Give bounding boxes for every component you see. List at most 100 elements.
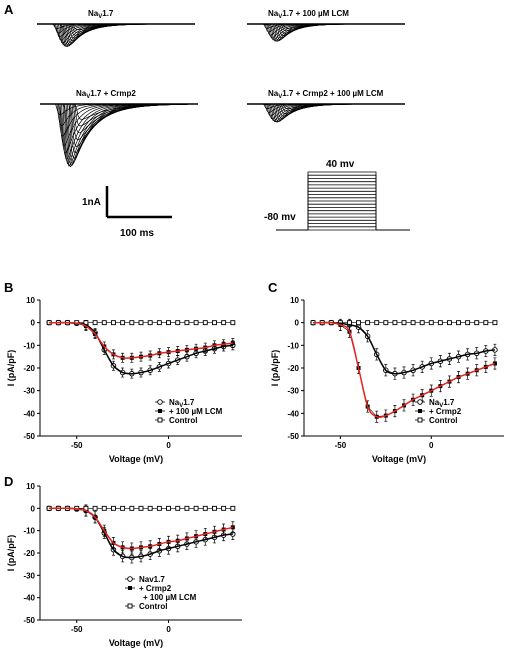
fit-curve [49,321,233,359]
y-tick-label: -30 [23,387,35,396]
panel-letter-b: B [4,280,13,295]
data-point-open-square [92,320,98,326]
current-trace [45,23,185,47]
x-tick-label: 0 [166,625,171,634]
y-tick-label: -10 [23,341,35,350]
y-tick-label: 0 [31,504,36,513]
data-point-open-square [175,320,181,326]
panel-letter-a: A [4,2,14,17]
data-point-open-square [437,320,443,326]
y-axis-label: I (pA/pF) [6,350,16,387]
protocol-step [307,174,377,230]
protocol-step [307,181,377,230]
fit-curve [313,321,495,375]
data-point-open-square [92,505,98,511]
data-point-open-square [193,320,199,326]
data-point-open-square [184,320,190,326]
data-point-open-square [230,320,236,326]
data-point-open-square [202,505,208,511]
data-point-open-square [166,505,171,511]
protocol-top-label: 40 mv [326,159,355,170]
legend-label-continued: + 100 µM LCM [143,593,197,602]
y-tick-label: -40 [23,409,35,418]
legend-label: Control [139,602,167,611]
data-point-open-square [138,505,144,511]
data-point-open-square [392,320,398,326]
y-tick-label: -20 [23,549,35,558]
data-point-open-square [147,320,153,326]
data-point-open-square [365,320,371,326]
y-tick-label: -10 [23,527,35,536]
current-traces-nav17-crmp2-lcm [247,103,405,123]
data-point-open-square [212,320,217,326]
series-nav1-7 [310,318,498,380]
data-point-open-square [428,320,434,326]
y-axis-label: I (pA/pF) [270,350,280,387]
protocol-holding-label: -80 mv [264,212,296,223]
current-traces-nav17-lcm [247,23,405,42]
data-point-open-square [356,320,361,326]
data-point-open-square [221,505,227,511]
data-point-open-square [120,320,126,326]
protocol-step [307,213,377,230]
data-point-open-square [193,505,199,511]
y-tick-label: -50 [287,432,299,441]
y-tick-label: -30 [23,571,35,580]
data-point-filled-square [230,341,235,346]
data-point-open-square [184,505,190,511]
data-point-open-square [230,505,236,511]
data-point-open-square [410,320,416,326]
data-point-open-square [456,320,461,326]
y-tick-label: -40 [287,409,299,418]
data-point-open-square [221,320,227,326]
data-point-filled-square [158,409,162,413]
data-point-open-circle [127,576,133,582]
panel-letter-d: D [4,474,13,489]
data-point-open-square [157,417,163,423]
data-point-open-square [212,505,217,511]
protocol-step [307,200,377,230]
legend-label: Nav1.7 [139,575,165,584]
y-tick-label: -50 [23,432,35,441]
data-point-open-square [127,603,133,609]
x-tick-label: 0 [429,441,434,450]
y-tick-label: -20 [287,364,299,373]
data-point-open-square [383,320,389,326]
x-axis-label: Voltage (mV) [372,454,426,464]
y-axis-label: I (pA/pF) [6,535,16,572]
data-point-open-square [156,505,162,511]
protocol-step [307,194,377,230]
y-tick-label: -30 [287,387,299,396]
data-point-open-square [175,505,181,511]
data-point-open-square [147,505,153,511]
trace-title-nav17-lcm: NaV1.7 + 100 µM LCM [268,9,349,20]
scale-bar: 1nA 100 ms [82,186,172,239]
y-tick-label: -50 [23,616,35,625]
data-point-filled-square [230,525,235,530]
scale-bar-current-label: 1nA [82,197,101,208]
protocol-step [307,226,377,230]
legend-label: + Crmp2 [429,407,462,416]
current-traces-nav17 [37,23,195,47]
data-point-open-square [101,505,107,511]
data-point-open-square [129,505,135,511]
data-point-open-square [401,320,407,326]
data-point-open-square [166,320,171,326]
data-point-open-circle [157,399,163,405]
trace-title-nav17-crmp2-lcm: NaV1.7 + Crmp2 + 100 µM LCM [268,89,384,100]
current-traces-nav17-crmp2 [40,103,198,168]
x-tick-label: -50 [335,441,347,450]
protocol-steps [276,171,410,231]
x-axis-label: Voltage (mV) [109,454,163,464]
data-point-open-square [465,320,471,326]
data-point-open-square [483,320,489,326]
x-axis-label: Voltage (mV) [109,638,163,648]
voltage-protocol: 40 mv -80 mv [264,159,410,231]
y-tick-label: 0 [295,319,300,328]
panel-letter-c: C [268,280,278,295]
